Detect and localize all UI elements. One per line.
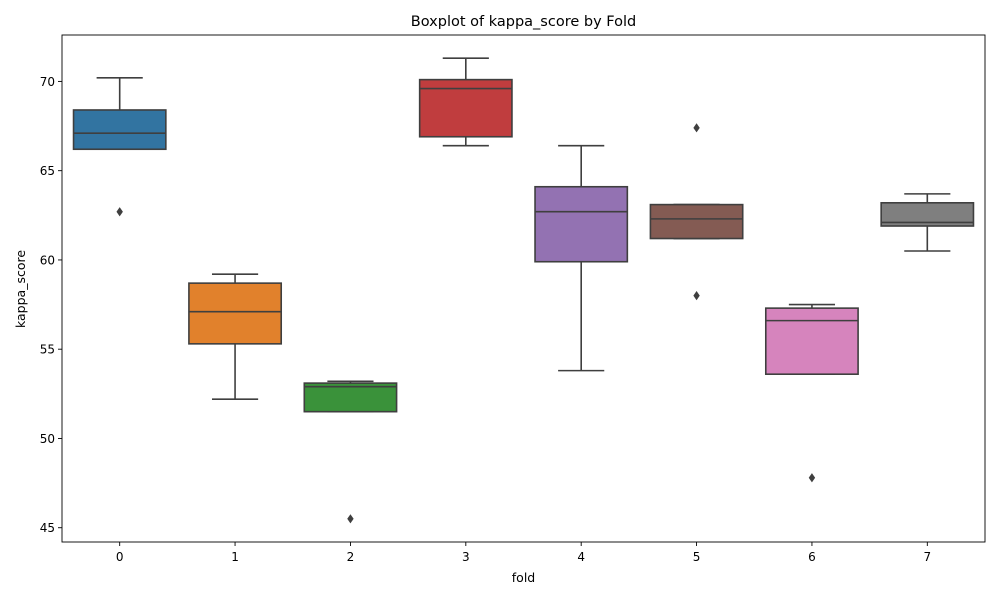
box-body (188, 282, 283, 345)
outlier-point (693, 123, 700, 133)
x-tick-label: 7 (923, 550, 931, 564)
y-tick-label: 50 (40, 432, 55, 446)
outlier-point (347, 514, 354, 524)
y-tick-label: 45 (40, 521, 55, 535)
x-tick-label: 2 (347, 550, 355, 564)
box-fold-2 (303, 380, 398, 524)
x-axis-label: fold (512, 570, 535, 585)
box-fold-0 (72, 77, 167, 217)
box-fold-5 (649, 123, 744, 301)
y-tick-label: 70 (40, 75, 55, 89)
box-body (649, 203, 744, 240)
box-body (303, 382, 398, 413)
axes-frame (61, 34, 986, 543)
x-tick-label: 4 (577, 550, 585, 564)
chart-title: Boxplot of kappa_score by Fold (411, 14, 636, 30)
y-tick-label: 55 (40, 343, 55, 357)
outlier-point (808, 473, 816, 483)
box-body (764, 307, 859, 375)
y-axis-label: kappa_score (13, 250, 28, 328)
y-tick-label: 60 (40, 253, 55, 267)
outlier-point (116, 207, 123, 217)
box-body (880, 202, 975, 227)
box-fold-6 (764, 303, 859, 483)
box-body (72, 109, 167, 151)
y-tick-label: 65 (40, 164, 55, 178)
x-tick-label: 0 (116, 550, 124, 564)
x-tick-label: 3 (462, 550, 470, 564)
box-fold-1 (188, 273, 283, 400)
x-tick-label: 6 (808, 550, 816, 564)
box-body (534, 185, 629, 263)
box-fold-3 (418, 57, 513, 147)
box-fold-7 (880, 193, 975, 252)
box-fold-4 (534, 144, 629, 372)
x-tick-label: 5 (693, 550, 701, 564)
outlier-point (693, 291, 700, 301)
x-tick-label: 1 (231, 550, 239, 564)
